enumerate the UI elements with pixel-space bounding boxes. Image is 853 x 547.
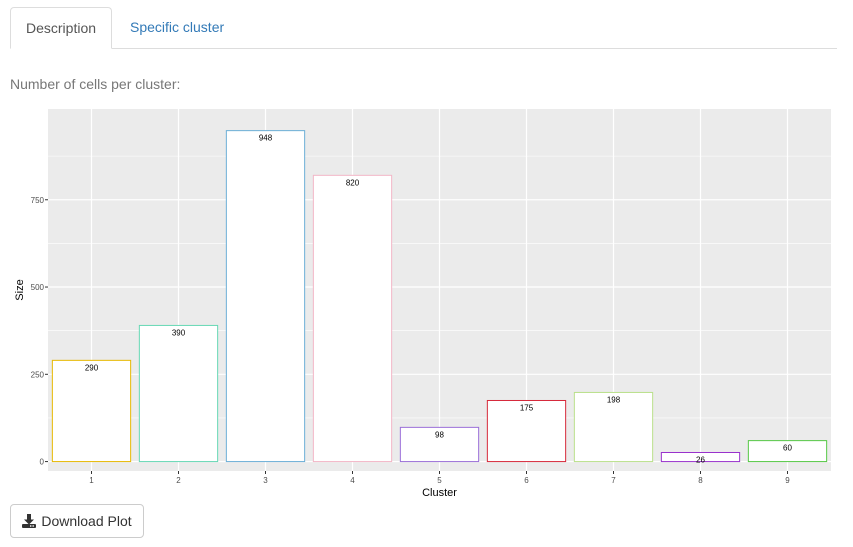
tab-specific-cluster[interactable]: Specific cluster [130, 19, 225, 35]
y-tick-label: 750 [31, 196, 45, 205]
tab-description[interactable]: Description [10, 7, 112, 49]
data-label-cluster-2: 390 [172, 328, 186, 337]
x-tick-label: 2 [176, 476, 181, 485]
data-label-cluster-5: 98 [435, 430, 444, 439]
y-tick-label: 0 [40, 458, 45, 467]
bar-cluster-6 [486, 399, 567, 463]
data-label-cluster-3: 948 [259, 134, 273, 143]
x-tick-label: 8 [698, 476, 703, 485]
bar-cluster-2 [138, 324, 219, 463]
x-tick-label: 1 [89, 476, 94, 485]
download-plot-label: Download Plot [41, 513, 132, 529]
bar-cluster-3 [225, 130, 306, 463]
x-axis-title: Cluster [422, 487, 457, 499]
data-label-cluster-8: 26 [696, 455, 705, 464]
x-tick-label: 9 [785, 476, 790, 485]
x-tick-label: 5 [437, 476, 442, 485]
tab-bar: Description Specific cluster [10, 7, 837, 49]
x-tick-label: 3 [263, 476, 268, 485]
data-label-cluster-9: 60 [783, 444, 792, 453]
data-label-cluster-7: 198 [607, 395, 621, 404]
y-tick-label: 250 [31, 370, 45, 379]
bar-cluster-1 [51, 359, 132, 463]
bar-cluster-5 [399, 426, 480, 463]
x-tick-label: 4 [350, 476, 355, 485]
x-tick-label: 6 [524, 476, 529, 485]
section-label: Number of cells per cluster: [10, 76, 181, 92]
download-plot-button[interactable]: Download Plot [10, 504, 144, 538]
x-tick-label: 7 [611, 476, 616, 485]
download-icon [22, 514, 37, 528]
y-tick-label: 500 [31, 283, 45, 292]
bar-cluster-7 [573, 391, 654, 463]
data-label-cluster-6: 175 [520, 403, 534, 412]
bar-cluster-9 [747, 440, 828, 463]
bar-cluster-8 [660, 451, 741, 463]
data-label-cluster-1: 290 [85, 363, 99, 372]
bar-cluster-4 [312, 174, 393, 463]
data-label-cluster-4: 820 [346, 178, 360, 187]
y-axis-title: Size [14, 279, 26, 300]
